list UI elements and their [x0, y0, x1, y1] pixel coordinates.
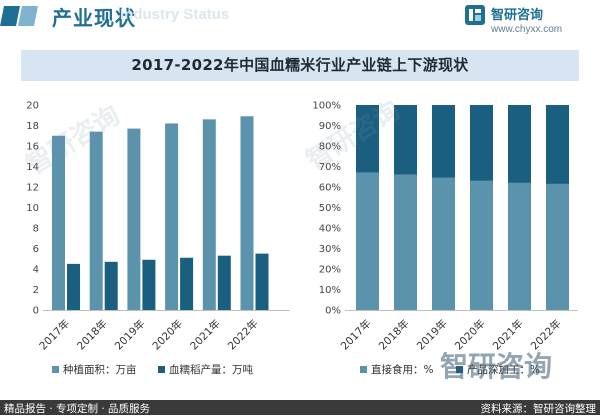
chart-title: 2017-2022年中国血糯米行业产业链上下游现状: [21, 50, 579, 81]
chart1-bar-planting-area: [202, 119, 216, 310]
footer-tagline: 精品报告 · 专项定制 · 品质服务: [4, 403, 151, 415]
chart2-legend-swatch: [360, 366, 367, 373]
chart2-legend-label: 直接食用：%: [371, 363, 433, 376]
chart2-bar-direct-consumption: [432, 177, 455, 310]
chart1-ytick-label: 2: [33, 285, 39, 296]
chart1-ytick-label: 0: [33, 306, 39, 317]
chart2-ytick-label: 0%: [325, 306, 341, 317]
chart1-bar-planting-area: [127, 128, 141, 310]
chart2-ytick-label: 40%: [319, 224, 341, 235]
chart2-bar-deep-processing: [470, 105, 493, 181]
chart2-category-label: 2018年: [376, 317, 412, 353]
section-watermark: Industry Status: [120, 6, 230, 23]
chart1-ytick-label: 20: [26, 101, 39, 112]
header-decoration-icon: [0, 6, 38, 26]
chart2-ytick-label: 30%: [319, 244, 341, 255]
chart1-bar-output: [255, 253, 269, 310]
chart1-category-label: 2018年: [74, 317, 110, 353]
chart1-category-label: 2017年: [37, 317, 73, 353]
chart1-bar-output: [180, 257, 194, 310]
chart1-legend-label: 种植面积：万亩: [63, 363, 137, 376]
chart1-category-label: 2019年: [112, 317, 148, 353]
chart2-ytick-label: 70%: [319, 162, 341, 173]
chart1-bar-planting-area: [52, 135, 65, 310]
chart2-category-label: 2021年: [490, 317, 526, 353]
chart2-bar-direct-consumption: [508, 182, 531, 310]
section-title: 产业现状: [52, 6, 136, 30]
chart2-bar-direct-consumption: [470, 180, 493, 310]
chart1-ytick-label: 10: [26, 203, 39, 214]
chart1-ytick-label: 18: [26, 121, 39, 132]
chart1-ytick-label: 16: [26, 142, 39, 153]
brand-logo: 智研咨询 www.chyxx.com: [464, 3, 594, 39]
chart2-bar-direct-consumption: [356, 172, 379, 310]
chart2-ytick-label: 100%: [312, 101, 341, 112]
chart1-ytick-label: 6: [33, 244, 39, 255]
chart2-bar-deep-processing: [546, 105, 569, 184]
chart2-bar-deep-processing: [508, 105, 531, 183]
chart2-bar-direct-consumption: [546, 183, 569, 310]
chart2-ytick-label: 10%: [319, 285, 341, 296]
chart2-bar-deep-processing: [356, 105, 379, 173]
chart1-legend-swatch: [158, 366, 165, 373]
chart2-ytick-label: 90%: [319, 121, 341, 132]
chart1-category-label: 2022年: [225, 317, 261, 353]
brand-logo-icon: [465, 5, 485, 25]
chart1-legend-label: 血糯稻产量：万吨: [169, 363, 253, 376]
chart1-ytick-label: 4: [33, 265, 39, 276]
brand-name: 智研咨询: [491, 8, 544, 23]
chart1-ytick-label: 8: [33, 224, 39, 235]
chart2-bar-deep-processing: [432, 105, 455, 178]
chart2-ytick-label: 50%: [319, 203, 341, 214]
chart2-ytick-label: 20%: [319, 265, 341, 276]
chart1-bar-planting-area: [89, 131, 103, 310]
brand-url: www.chyxx.com: [491, 24, 563, 35]
chart2-category-label: 2022年: [528, 317, 564, 353]
header: 产业现状 Industry Status 智研咨询 www.chyxx.com: [0, 0, 600, 42]
chart1-bar-planting-area: [240, 116, 254, 311]
chart2-ytick-label: 80%: [319, 142, 341, 153]
chart1-bar-output: [142, 259, 156, 310]
chart2-category-label: 2019年: [414, 317, 450, 353]
chart2-category-label: 2020年: [452, 317, 488, 353]
chart1-bar-planting-area: [165, 123, 179, 310]
chart1-bar-output: [104, 261, 118, 310]
footer-source: 资料来源：智研咨询整理: [480, 403, 597, 415]
chart2-legend-swatch: [456, 366, 463, 373]
chart1-bar-output: [217, 255, 231, 310]
footer-bar: [0, 400, 600, 415]
chart1-category-label: 2020年: [150, 317, 186, 353]
chart1-ytick-label: 14: [26, 162, 39, 173]
chart2-bar-deep-processing: [394, 105, 417, 175]
chart2-ytick-label: 60%: [319, 183, 341, 194]
chart2-legend-label: 产品深加工：%: [467, 363, 540, 376]
chart2-category-label: 2017年: [338, 317, 374, 353]
chart1-bar-output: [67, 263, 80, 310]
chart1-legend-swatch: [52, 366, 59, 373]
chart1-ytick-label: 12: [26, 183, 39, 194]
chart1-category-label: 2021年: [187, 317, 223, 353]
chart2-bar-direct-consumption: [394, 174, 417, 310]
